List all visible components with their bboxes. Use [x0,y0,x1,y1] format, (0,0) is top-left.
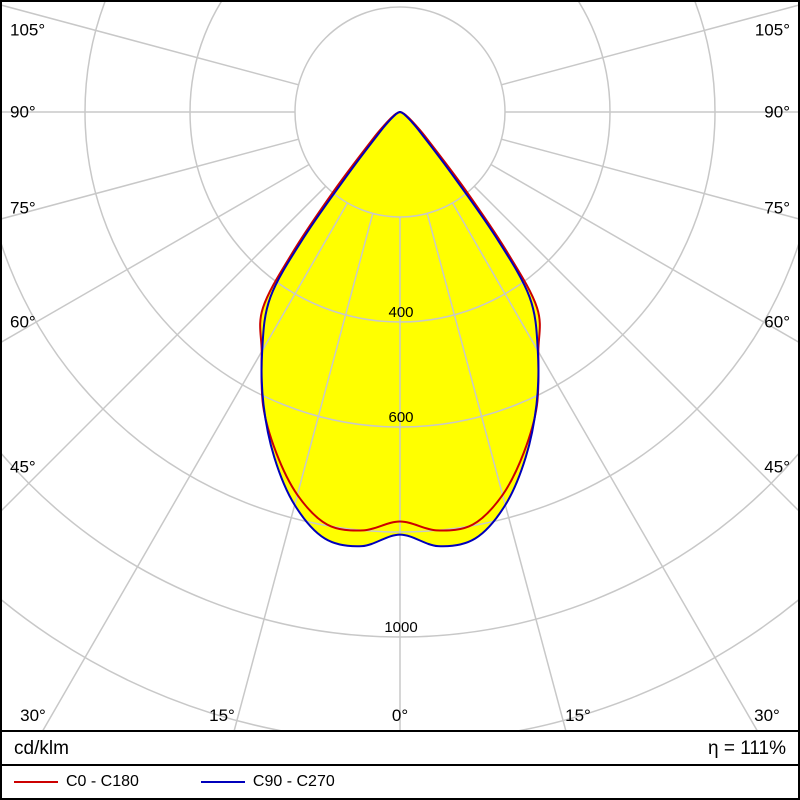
angle-label-left-60°: 60° [10,313,36,332]
angle-label-right-90°: 90° [764,103,790,122]
grid-ray-15deg [426,213,567,730]
angle-label-left-45°: 45° [10,458,36,477]
efficiency-label: η = 111% [708,738,786,759]
legend-label-c0-c180: C0 - C180 [66,773,139,790]
grid-ray--30deg [42,202,349,730]
angle-label-bottom-0: 30° [20,706,46,725]
grid-ray-30deg [451,202,758,730]
angle-label-left-105°: 105° [10,21,45,40]
grid-ray--75deg [2,138,299,220]
legend-label-c90-c270: C90 - C270 [252,773,335,790]
radius-label-600: 600 [388,409,413,426]
angle-label-bottom-4: 30° [754,706,780,725]
polar-chart: 105° 90° 75° 60° 45° 105° 90° 75° 60° 45° 30° 15° 0°… [2,2,798,730]
angle-label-left-75°: 75° [10,199,36,218]
angle-label-right-45°: 45° [764,458,790,477]
legend-item-c0-c180: C0 - C180 [14,773,139,791]
legend: C0 - C180 C90 - C270 [2,766,798,798]
angle-label-right-105°: 105° [755,21,790,40]
angle-label-bottom-3: 15° [565,706,591,725]
grid-ray-105deg [501,4,798,86]
radius-label-1000: 1000 [384,619,417,636]
curve-C90-C270 [260,111,540,548]
angle-label-right-75°: 75° [764,199,790,218]
legend-item-c90-c270: C90 - C270 [200,773,335,791]
footer: cd/klm η = 111% C0 - C180 C90 - C270 [2,730,798,798]
blue-curve-legend-line-icon [200,781,245,783]
footer-top-row: cd/klm η = 111% [2,732,798,764]
grid-ray--15deg [233,213,374,730]
red-curve-legend-line-icon [14,781,58,783]
unit-label: cd/klm [14,738,69,759]
grid-ray--45deg [2,185,327,512]
angle-label-bottom-1: 15° [209,706,235,725]
grid-ray--60deg [2,163,310,343]
polar-chart-area: 105° 90° 75° 60° 45° 105° 90° 75° 60° 45° 30° 15° 0°… [2,2,798,730]
grid-ray-60deg [490,163,798,343]
angle-label-bottom-2: 0° [392,706,408,725]
grid-ray-75deg [501,138,798,220]
grid-ray-45deg [473,185,798,512]
angle-label-right-60°: 60° [764,313,790,332]
chart-plot-group [2,2,798,730]
footer-divider [2,764,798,766]
radius-label-400: 400 [388,304,413,321]
angle-label-left-90°: 90° [10,103,36,122]
grid-ray--105deg [2,4,299,86]
